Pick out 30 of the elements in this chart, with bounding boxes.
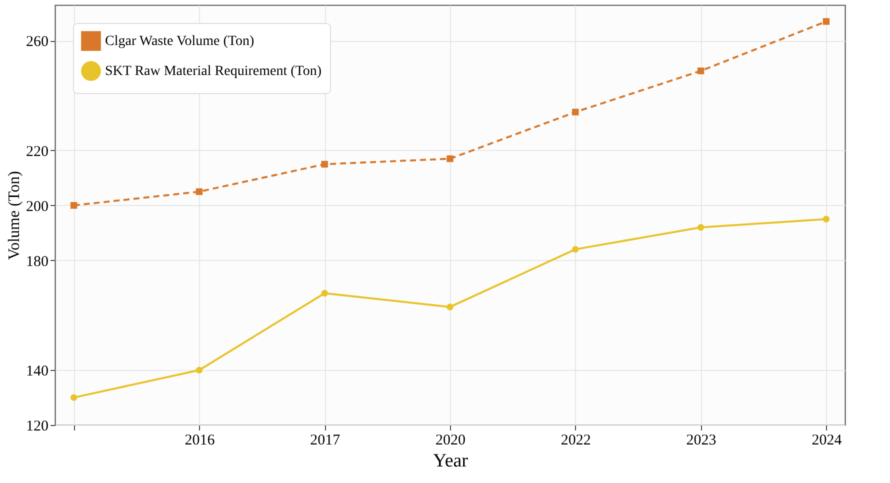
- y-tick-label: 200: [26, 198, 48, 215]
- point: [572, 246, 579, 253]
- point: [70, 202, 78, 209]
- y-tick-label: 220: [26, 144, 48, 160]
- x-axis-title: Year: [432, 450, 469, 472]
- point: [196, 366, 203, 374]
- point: [822, 18, 830, 25]
- x-tick-label: 2024: [812, 432, 842, 448]
- y-tick-label: 260: [26, 34, 48, 50]
- point: [321, 160, 328, 168]
- legend-label: Clgar Waste Volume (Ton): [105, 34, 254, 49]
- point: [572, 108, 579, 116]
- point: [446, 155, 454, 162]
- y-tick-label: 180: [26, 254, 48, 270]
- point: [196, 188, 203, 196]
- y-tick-label: 140: [26, 364, 48, 380]
- point: [697, 68, 704, 74]
- legend-label: SKT Raw Material Requirement (Ton): [105, 64, 322, 79]
- point: [697, 224, 704, 231]
- x-tick-label: 2020: [436, 432, 466, 448]
- point: [321, 290, 328, 297]
- x-tick-label: 2022: [560, 432, 591, 448]
- x-tick-label: 2016: [184, 432, 216, 448]
- point: [822, 216, 830, 222]
- x-tick-label: 2023: [686, 432, 716, 448]
- y-axis-title: Volume (Ton): [6, 171, 23, 260]
- point: [70, 394, 78, 401]
- x-tick-label: 2017: [310, 432, 341, 448]
- point: [446, 304, 454, 310]
- y-tick-label: 120: [26, 418, 48, 434]
